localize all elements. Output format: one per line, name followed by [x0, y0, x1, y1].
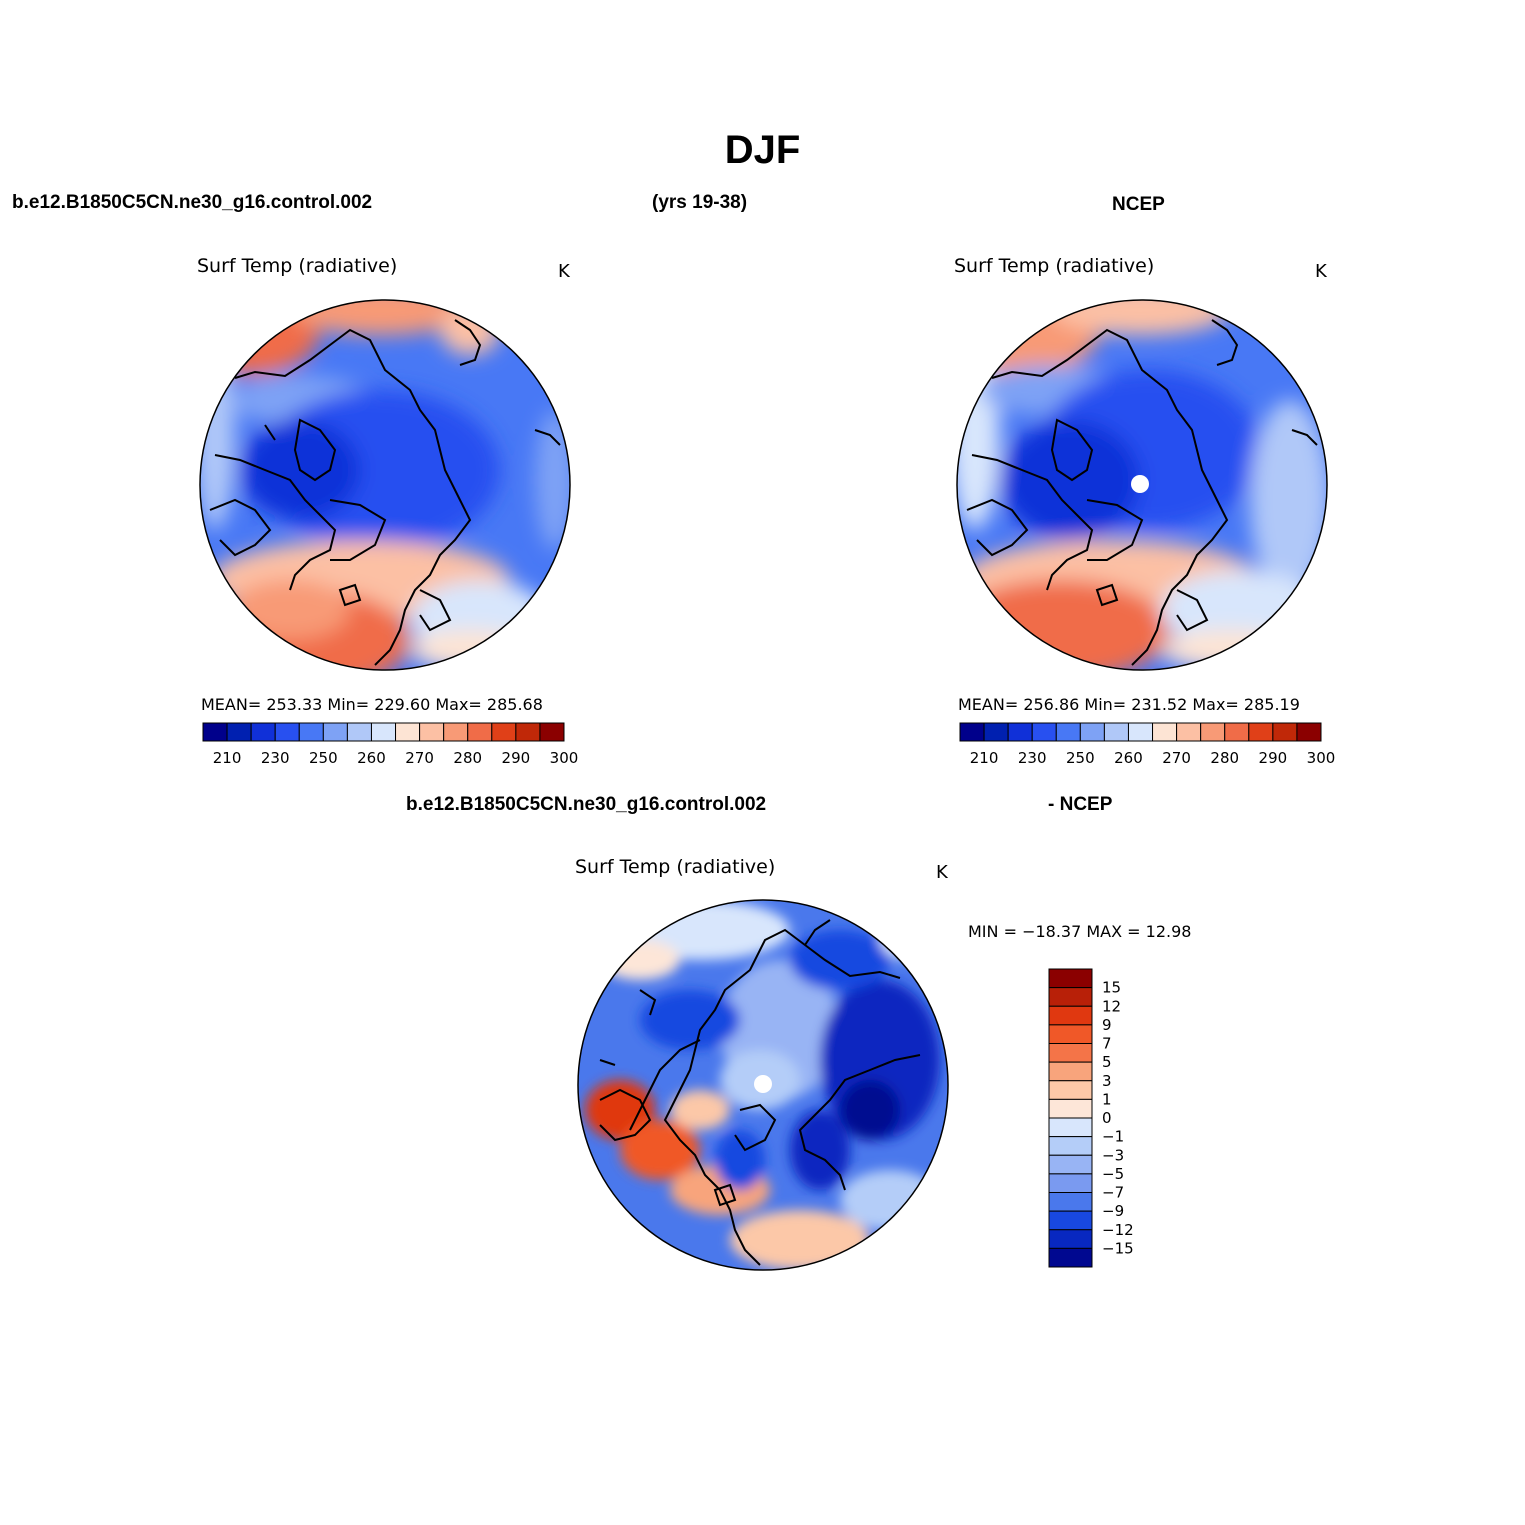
colorbar-swatch [1031, 722, 1057, 742]
colorbar-tick-label: 280 [453, 749, 482, 767]
colorbar-tick-label: 1 [1102, 1090, 1112, 1108]
colorbar-tick-label: −15 [1102, 1239, 1134, 1257]
colorbar-tick-label: −12 [1102, 1221, 1134, 1239]
colorbar-tick-label: 230 [261, 749, 290, 767]
colorbar-tick-label: 270 [405, 749, 434, 767]
colorbar-tick-label: 260 [357, 749, 386, 767]
colorbar-swatch [419, 722, 445, 742]
colorbar-tick-label: 290 [1259, 749, 1288, 767]
colorbar-swatch [370, 722, 397, 742]
colorbar-swatch [1200, 722, 1226, 742]
colorbar-swatch [1296, 722, 1322, 742]
diff-obs-name-label: - NCEP [1048, 794, 1113, 815]
colorbar-tick-label: 270 [1162, 749, 1191, 767]
colorbar-swatch [1048, 1229, 1093, 1249]
colorbar-tick-label: 12 [1102, 997, 1121, 1015]
colorbar-swatch [1079, 722, 1105, 742]
colorbar-swatch [1048, 1247, 1093, 1268]
colorbar-tick-label: −5 [1102, 1165, 1124, 1183]
colorbar-tick-label: −7 [1102, 1184, 1124, 1202]
colorbar-swatch [1048, 1117, 1093, 1138]
obs-panel-title: Surf Temp (radiative) [954, 255, 1155, 277]
colorbar-swatch [1048, 1080, 1093, 1100]
colorbar-tick-label: −3 [1102, 1146, 1124, 1164]
colorbar-swatch [250, 722, 276, 742]
colorbar-tick-label: 3 [1102, 1072, 1112, 1090]
colorbar-swatch [1224, 722, 1250, 742]
colorbar-swatch [1176, 722, 1202, 742]
colorbar-tick-label: −1 [1102, 1128, 1124, 1146]
diff-panel-title: Surf Temp (radiative) [575, 856, 776, 878]
colorbar-tick-label: 210 [213, 749, 242, 767]
colorbar-tick-label: 15 [1102, 979, 1121, 997]
colorbar-swatch [226, 722, 252, 742]
colorbar-swatch [539, 722, 565, 742]
obs-name-label: NCEP [1112, 194, 1165, 215]
colorbar-tick-label: −9 [1102, 1202, 1124, 1220]
colorbar-tick-label: 210 [970, 749, 999, 767]
colorbar-swatch [1007, 722, 1033, 742]
diff-panel-stats: MIN = −18.37 MAX = 12.98 [968, 922, 1192, 941]
colorbar-tick-label: 7 [1102, 1035, 1112, 1053]
colorbar-swatch [395, 722, 421, 742]
colorbar-swatch [1048, 1043, 1093, 1063]
page-title: DJF [724, 128, 801, 172]
colorbar-swatch [1048, 1005, 1093, 1026]
colorbar-swatch [1048, 1154, 1093, 1175]
colorbar-tick-label: 230 [1018, 749, 1047, 767]
colorbar-swatch [983, 722, 1009, 742]
colorbar-swatch [274, 722, 300, 742]
colorbar-tick-label: 0 [1102, 1109, 1112, 1127]
colorbar-swatch [1048, 1136, 1093, 1156]
colorbar-swatch [1048, 1173, 1093, 1193]
colorbar-swatch [1048, 1192, 1093, 1212]
obs-panel-stats: MEAN= 256.86 Min= 231.52 Max= 285.19 [958, 695, 1300, 714]
colorbar-swatch [1127, 722, 1154, 742]
colorbar-swatch [1103, 722, 1129, 742]
model-panel-title: Surf Temp (radiative) [197, 255, 398, 277]
colorbar-swatch [322, 722, 348, 742]
colorbar-tick-label: 280 [1210, 749, 1239, 767]
diff-panel-unit: K [936, 862, 948, 883]
obs-colorbar: 210 230 250 260 270 280 290 300 [959, 722, 1336, 767]
colorbar-tick-label: 290 [502, 749, 531, 767]
diff-case-name-label: b.e12.B1850C5CN.ne30_g16.control.002 [406, 794, 767, 815]
colorbar-swatch [1048, 1098, 1093, 1119]
years-label: (yrs 19-38) [652, 192, 748, 213]
colorbar-swatch [467, 722, 493, 742]
colorbar-swatch [346, 722, 372, 742]
colorbar-swatch [1048, 1210, 1093, 1231]
colorbar-swatch [1055, 722, 1081, 742]
colorbar-swatch [443, 722, 469, 742]
colorbar-swatch [1248, 722, 1274, 742]
colorbar-swatch [298, 722, 324, 742]
colorbar-swatch [1048, 987, 1093, 1007]
model-polar-map [199, 299, 571, 671]
model-panel-stats: MEAN= 253.33 Min= 229.60 Max= 285.68 [201, 695, 543, 714]
colorbar-tick-label: 250 [1066, 749, 1095, 767]
colorbar-swatch [1272, 722, 1298, 742]
model-colorbar: 210 230 250 260 270 280 290 300 [202, 722, 579, 767]
colorbar-tick-label: 260 [1114, 749, 1143, 767]
colorbar-swatch [202, 722, 228, 742]
colorbar-tick-label: 5 [1102, 1053, 1112, 1071]
colorbar-swatch [515, 722, 541, 742]
obs-panel-unit: K [1315, 261, 1327, 282]
colorbar-swatch [491, 722, 517, 742]
obs-polar-map [956, 299, 1328, 671]
colorbar-swatch [959, 722, 985, 742]
case-name-label: b.e12.B1850C5CN.ne30_g16.control.002 [12, 192, 373, 213]
model-panel-unit: K [558, 261, 570, 282]
colorbar-tick-label: 300 [550, 749, 579, 767]
colorbar-tick-label: 300 [1307, 749, 1336, 767]
colorbar-swatch [1048, 1061, 1093, 1082]
colorbar-tick-label: 9 [1102, 1016, 1112, 1034]
diff-polar-map [577, 899, 949, 1271]
colorbar-tick-label: 250 [309, 749, 338, 767]
colorbar-swatch [1048, 1024, 1093, 1044]
colorbar-swatch [1152, 722, 1178, 742]
colorbar-swatch [1048, 968, 1093, 989]
